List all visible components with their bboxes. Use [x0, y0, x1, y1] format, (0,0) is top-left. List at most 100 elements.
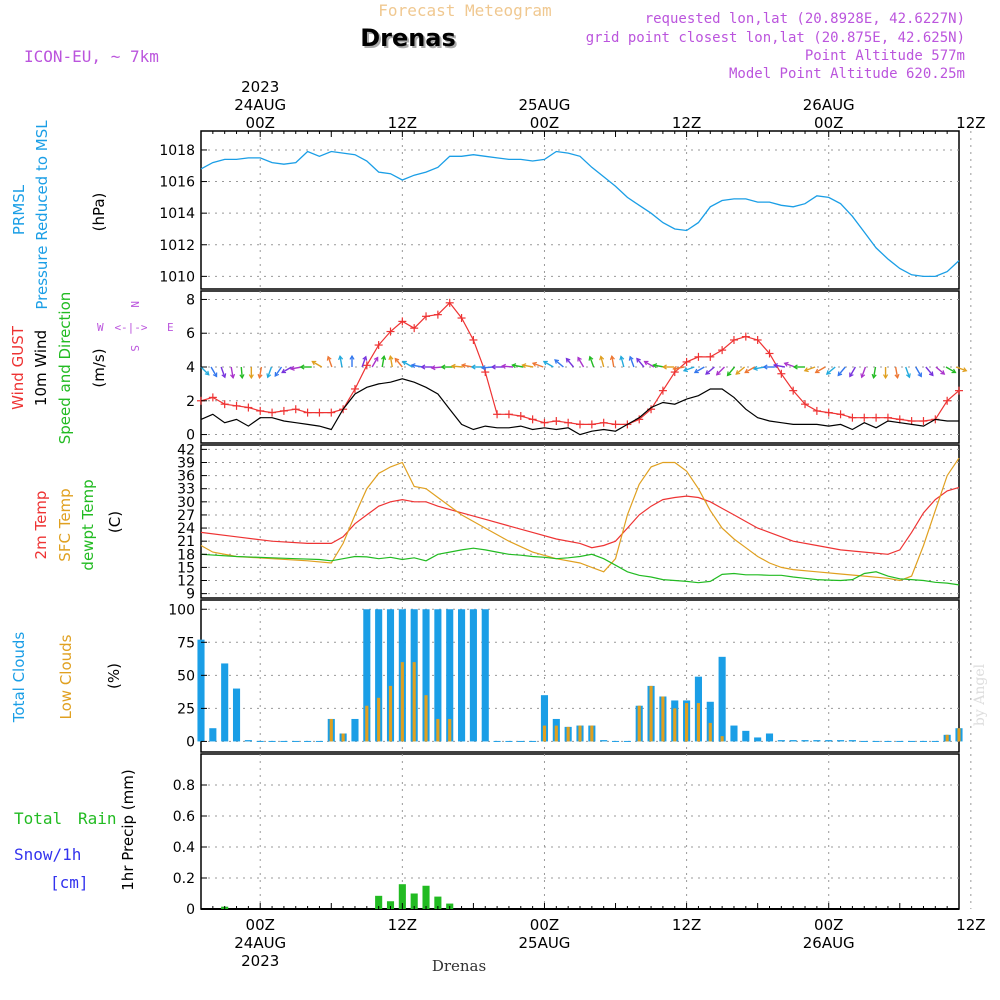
wind-barb: [532, 362, 544, 368]
y-tick-label: 15: [177, 560, 195, 576]
wind-barb-head: [420, 364, 426, 370]
low-cloud-bar: [637, 705, 641, 742]
wind-barb-head: [266, 373, 272, 379]
wind-barb: [220, 366, 226, 378]
wind-barb-head: [682, 367, 688, 373]
bottom-date-label: 26AUG: [803, 934, 855, 952]
wind-barb-head: [905, 373, 911, 379]
wind-barb: [837, 366, 846, 376]
plot-layer: [197, 150, 968, 910]
y-tick-label: 0.8: [173, 778, 195, 794]
low-cloud-bar: [436, 718, 440, 742]
wind-barb: [653, 364, 665, 368]
wind-barb-head: [752, 365, 758, 371]
wind-barb-head: [849, 372, 854, 378]
total-cloud-bar: [481, 609, 489, 742]
wind-barb: [726, 366, 736, 376]
axis-layer: 1010101210141016101802468912151821242730…: [159, 78, 985, 970]
wind-barb-head: [542, 360, 548, 366]
y-tick-label: 30: [177, 495, 195, 511]
wind-barb: [502, 365, 514, 368]
wind-barb-head: [460, 363, 466, 369]
low-cloud-bar: [673, 708, 677, 742]
wind-barb-head: [349, 354, 355, 360]
wind-barb: [905, 366, 911, 378]
wind-barb-head: [803, 367, 809, 373]
bottom-hour-label: 00Z: [530, 916, 559, 934]
wind-barb: [589, 356, 595, 368]
temp-2m-line: [200, 486, 960, 555]
wind-barb: [577, 357, 585, 368]
total-cloud-bar: [351, 718, 359, 742]
y-tick-label: 1016: [159, 175, 195, 191]
wind-barb-head: [744, 368, 750, 374]
wind-barb-head: [511, 363, 517, 369]
y-tick-label: 1014: [159, 206, 195, 222]
low-cloud-bar: [341, 733, 345, 742]
low-cloud-bar: [720, 736, 724, 742]
wind-barb: [290, 366, 302, 370]
total-cloud-bar: [209, 728, 217, 742]
low-cloud-bar: [424, 695, 428, 742]
wind-unit: (m/s): [90, 348, 108, 387]
top-date-label: 25AUG: [518, 96, 570, 114]
y-tick-label: 18: [177, 547, 195, 563]
total-cloud-bar: [363, 609, 371, 742]
y-tick-label: 9: [186, 587, 195, 603]
wind-barb-head: [814, 368, 820, 374]
total-cloud-bar: [375, 609, 383, 742]
wind-10m-line: [200, 378, 959, 436]
wind-barb-head: [338, 355, 344, 361]
wind-barb-head: [928, 371, 934, 377]
super-title: Forecast Meteogram: [378, 1, 551, 20]
wind-barb: [371, 357, 379, 368]
total-cloud-bar: [777, 740, 785, 742]
total-cloud-bar: [825, 740, 833, 742]
wind-barb: [894, 366, 899, 378]
wind-barb: [694, 366, 705, 374]
wind-barb: [600, 356, 605, 368]
wind-barb-head: [289, 365, 295, 371]
compass-east: E: [167, 321, 174, 334]
wind-barb: [849, 366, 856, 377]
wind-barb-head: [940, 370, 946, 375]
total-cloud-bar: [446, 609, 454, 742]
wind-barb: [620, 356, 625, 368]
wind-barb: [804, 366, 816, 372]
wind-barb: [258, 366, 263, 378]
wind-barb-head: [792, 364, 798, 370]
y-tick-label: 0: [186, 734, 195, 750]
wind-barb: [240, 366, 243, 379]
low-cloud-bar: [578, 725, 582, 742]
top-date-label: 24AUG: [234, 96, 286, 114]
low-cloud-bar: [945, 734, 949, 742]
location-title-shadow: Drenas: [362, 26, 458, 54]
wind-barb: [644, 360, 655, 368]
rain-bar: [375, 895, 383, 909]
wind-barb-head: [274, 371, 280, 377]
location-title: Drenas: [360, 24, 456, 52]
y-tick-label: 6: [186, 326, 195, 342]
wind-barb: [394, 358, 403, 368]
wind-barb-head: [326, 355, 332, 361]
wind-barb-head: [204, 370, 210, 376]
bottom-hour-label: 00Z: [814, 916, 843, 934]
footer-location: Drenas: [432, 957, 486, 975]
wind-barb-head: [661, 364, 667, 370]
bottom-hour-label: 12Z: [956, 916, 985, 934]
top-hour-label: 00Z: [814, 114, 843, 132]
wind-barb-head: [565, 357, 571, 363]
wind-barb-head: [860, 373, 866, 379]
wind-barb-head: [735, 370, 741, 375]
wind-barb-head: [362, 355, 368, 361]
y-tick-label: 1012: [159, 238, 195, 254]
low-cloud-bar: [685, 703, 689, 742]
wind-barb-head: [480, 365, 486, 371]
low-cloud-bar: [708, 722, 712, 742]
wind-barb-head: [490, 364, 496, 370]
wind-barb-head: [554, 359, 560, 364]
rain-bar: [434, 896, 442, 909]
y-tick-label: 36: [177, 469, 195, 485]
wind-barb-head: [672, 365, 678, 371]
